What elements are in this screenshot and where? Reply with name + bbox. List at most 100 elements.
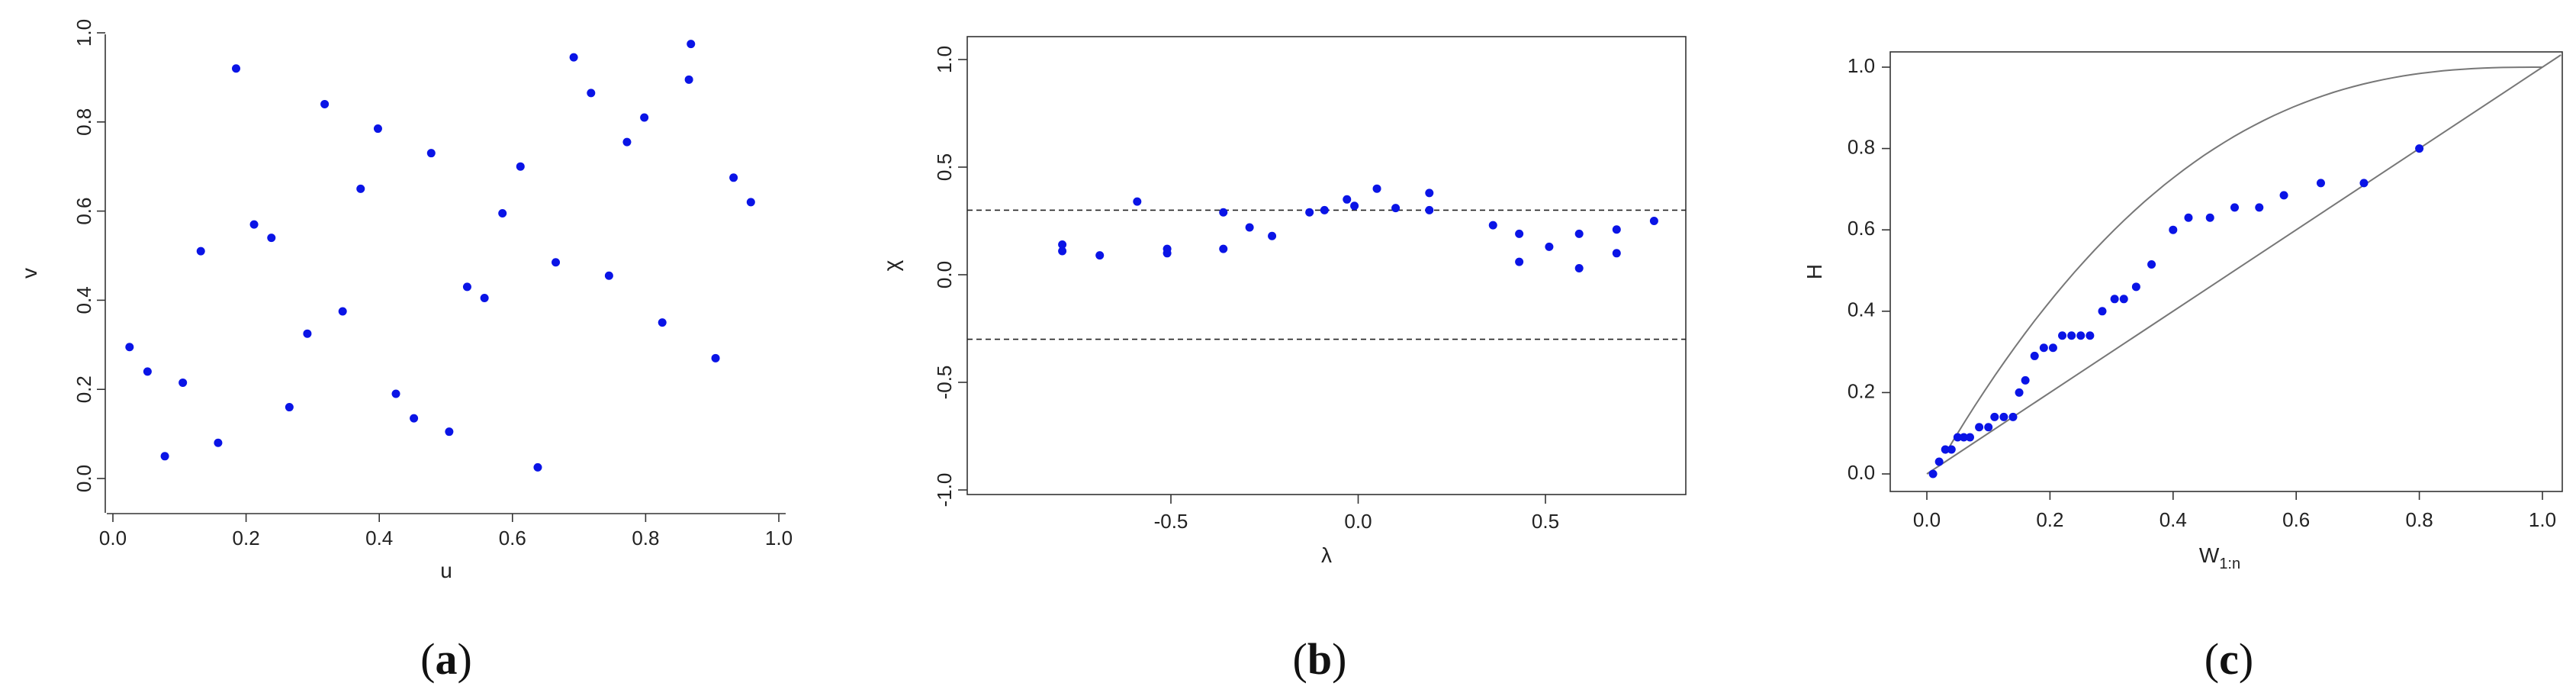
panel-b-ticks: -0.5 0.0 0.5 -1.0 -0.5 0.0 0.5 1.0 xyxy=(933,46,1559,533)
panel-b-point xyxy=(1545,242,1554,251)
panel-b-x-tick-label: -0.5 xyxy=(1154,510,1188,533)
panel-c-y-tick-label: 1.0 xyxy=(1848,54,1875,77)
panel-b-point xyxy=(1649,217,1658,225)
panel-a-point xyxy=(196,246,205,256)
panel-a-point xyxy=(267,234,276,243)
panel-c-point xyxy=(2086,331,2095,340)
panel-c-point xyxy=(2076,331,2086,340)
panel-a-point xyxy=(285,403,294,412)
panel-a-point xyxy=(178,378,188,387)
panel-a-point xyxy=(303,329,312,338)
panel-a-caption-letter: a xyxy=(436,634,458,684)
panel-b-point xyxy=(1058,246,1067,256)
panel-c-points xyxy=(1928,144,2424,478)
panel-c-lower-bound xyxy=(1926,54,2562,475)
panel-b-point xyxy=(1425,205,1434,214)
panel-c-point xyxy=(2008,412,2018,421)
panel-c: 0.0 0.2 0.4 0.6 0.8 1.0 0.0 0.2 0.4 0.6 0.8 1.0 W1:… xyxy=(1803,51,2563,684)
panel-b-point xyxy=(1095,251,1105,260)
panel-b-point xyxy=(1219,244,1228,253)
panel-c-point xyxy=(2169,225,2178,234)
panel-b: -0.5 0.0 0.5 -1.0 -0.5 0.0 0.5 1.0 λ χ (b) xyxy=(880,36,1687,684)
panel-b-point xyxy=(1391,204,1401,213)
panel-c-y-tick-label: 0.2 xyxy=(1848,379,1875,402)
panel-c-point xyxy=(2067,331,2076,340)
panel-b-point xyxy=(1574,264,1584,273)
panel-c-frame xyxy=(1889,51,2563,492)
panel-c-point xyxy=(1934,457,1944,466)
panel-c-x-tick-label: 0.8 xyxy=(2406,508,2433,531)
panel-c-caption: (c) xyxy=(2205,634,2253,684)
panel-a-point xyxy=(498,209,507,218)
panel-b-point xyxy=(1372,184,1381,193)
panel-c-point xyxy=(1959,433,1968,442)
panel-c-y-tick-label: 0.6 xyxy=(1848,217,1875,240)
panel-c-y-tick-label: 0.8 xyxy=(1848,135,1875,158)
panel-c-xlabel-main: W xyxy=(2199,543,2220,567)
panel-c-point xyxy=(1999,412,2008,421)
panel-c-point xyxy=(2255,203,2264,212)
panel-c-point xyxy=(2205,213,2214,222)
panel-c-y-tick-label: 0.4 xyxy=(1848,298,1875,321)
panel-b-frame xyxy=(966,36,1687,495)
panel-c-point xyxy=(2230,203,2239,212)
panel-a-y-tick-label: 0.0 xyxy=(72,465,95,492)
panel-b-point xyxy=(1320,205,1329,214)
panel-c-xlabel: W1:n xyxy=(2199,543,2240,572)
panel-a-point xyxy=(391,389,400,398)
panel-a-point xyxy=(410,414,419,423)
panel-a-x-tick-label: 0.8 xyxy=(632,527,659,549)
panel-c-xlabel-subscript: 1:n xyxy=(2219,556,2240,572)
panel-b-point xyxy=(1058,240,1067,250)
panel-c-point xyxy=(2359,179,2369,188)
panel-a-points xyxy=(125,40,755,472)
panel-b-point xyxy=(1245,223,1254,232)
panel-a-x-tick-label: 0.0 xyxy=(99,527,127,549)
panel-a: 0.0 0.2 0.4 0.6 0.8 1.0 0.0 0.2 0.4 0.6 0.8 1.0 u v… xyxy=(18,19,793,684)
panel-a-point xyxy=(711,353,720,362)
panel-c-point xyxy=(1947,445,1956,454)
panel-a-point xyxy=(687,40,696,49)
panel-a-point xyxy=(125,343,134,352)
panel-c-upper-bound xyxy=(1944,66,2542,454)
panel-c-point xyxy=(2147,260,2156,269)
panel-c-bounds xyxy=(1926,54,2562,475)
panel-a-point xyxy=(214,438,223,447)
panel-b-point xyxy=(1425,188,1434,198)
panel-b-point xyxy=(1268,231,1277,240)
panel-b-xlabel: λ xyxy=(1321,543,1332,567)
panel-c-caption-letter: c xyxy=(2219,634,2239,684)
panel-a-point xyxy=(746,198,755,207)
panel-c-point xyxy=(2119,295,2128,304)
panel-a-point xyxy=(658,318,667,327)
panel-c-x-tick-label: 0.6 xyxy=(2282,508,2310,531)
panel-c-point xyxy=(1984,423,1993,432)
panel-a-point xyxy=(622,137,632,147)
panel-a-point xyxy=(320,99,330,108)
panel-b-point xyxy=(1515,257,1524,266)
panel-c-point xyxy=(1928,469,1938,478)
panel-c-point xyxy=(1953,433,1962,442)
panel-b-caption: (b) xyxy=(1293,634,1347,684)
panel-a-x-tick-label: 0.4 xyxy=(365,527,393,549)
panel-c-point xyxy=(1975,423,1984,432)
panel-b-point xyxy=(1515,229,1524,238)
panel-a-x-tick-label: 0.6 xyxy=(499,527,526,549)
panel-c-point xyxy=(2184,213,2193,222)
panel-a-point xyxy=(426,149,436,158)
panel-c-point xyxy=(2021,375,2030,385)
panel-b-point xyxy=(1350,201,1359,211)
panel-c-ticks: 0.0 0.2 0.4 0.6 0.8 1.0 0.0 0.2 0.4 0.6 0.8 1.0 xyxy=(1848,54,2556,531)
panel-a-point xyxy=(533,462,542,472)
panel-b-point xyxy=(1343,195,1352,204)
panel-b-y-tick-label: -0.5 xyxy=(933,366,956,400)
panel-c-point xyxy=(2030,351,2039,360)
panel-c-point xyxy=(1990,412,1999,421)
panel-a-point xyxy=(569,53,578,62)
panel-b-point xyxy=(1163,249,1172,258)
panel-a-point xyxy=(587,89,596,98)
panel-b-points xyxy=(1058,184,1658,273)
panel-c-x-tick-label: 1.0 xyxy=(2529,508,2556,531)
panel-b-y-tick-label: -1.0 xyxy=(933,473,956,508)
